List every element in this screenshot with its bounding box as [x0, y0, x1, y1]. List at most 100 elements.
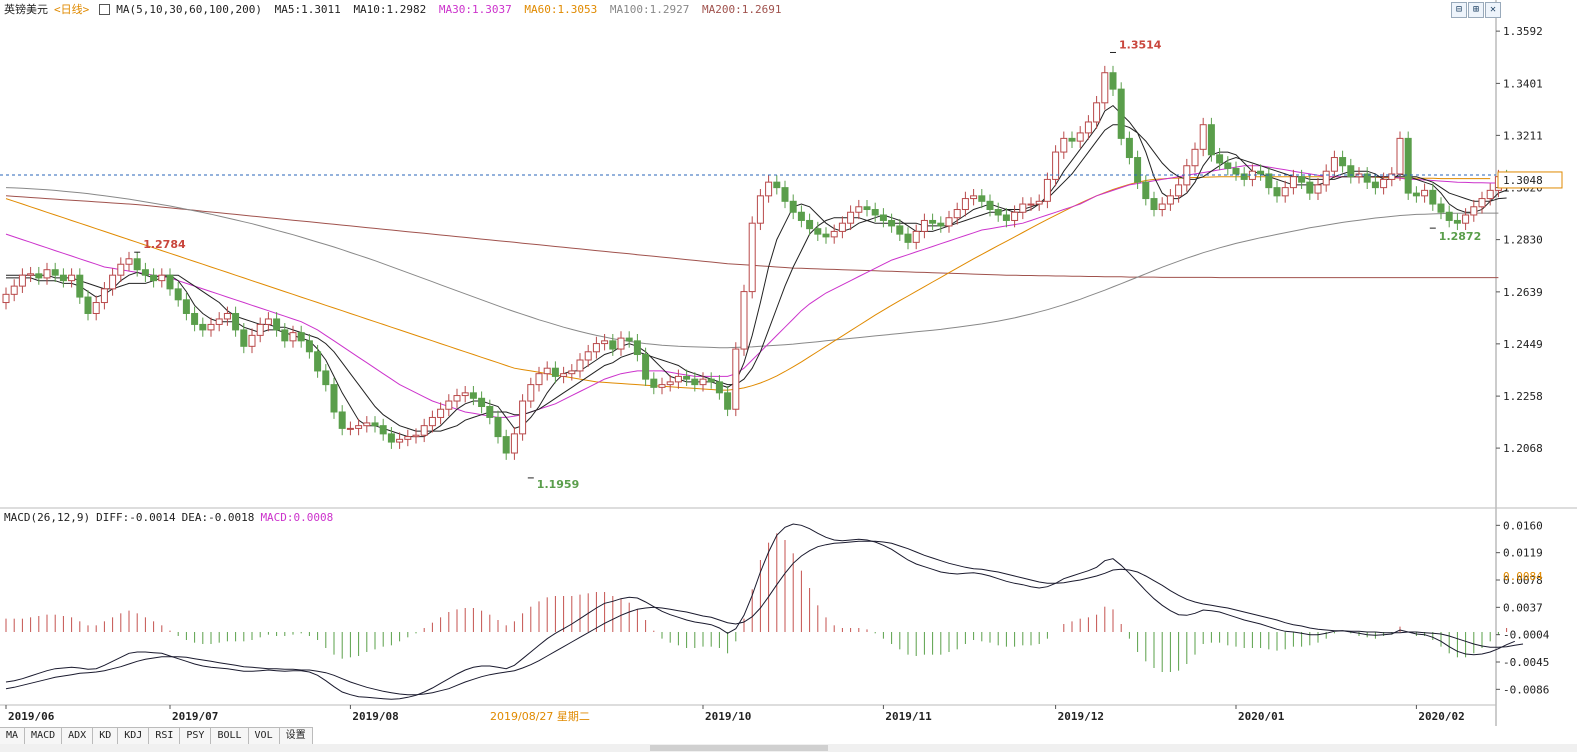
candle-body	[1035, 200, 1043, 205]
candle-body	[519, 400, 527, 435]
candle-body	[355, 425, 363, 429]
candle-body	[1478, 198, 1486, 208]
tab-kdj[interactable]: KDJ	[118, 728, 150, 744]
candle-body	[215, 318, 223, 325]
candle-body	[1339, 157, 1347, 167]
period-label[interactable]: <日线>	[54, 3, 90, 16]
candle-body	[551, 367, 559, 377]
candle-body	[1388, 173, 1396, 180]
candle-body	[814, 228, 822, 235]
candle-body	[707, 378, 715, 383]
tab-macd[interactable]: MACD	[25, 728, 63, 744]
candle-body	[904, 233, 912, 243]
candle-body	[2, 293, 10, 304]
candle-body	[953, 209, 961, 219]
minimize-pane-button[interactable]: ⊟	[1451, 2, 1467, 18]
candle-body	[248, 334, 256, 347]
candle-body	[346, 427, 354, 430]
candle-body	[1084, 121, 1092, 134]
candle-body	[1166, 195, 1174, 205]
extreme-label: 1.1959	[537, 478, 579, 491]
candle-body	[1289, 176, 1297, 189]
candle-body	[1134, 157, 1142, 183]
candle-body	[1199, 124, 1207, 150]
candle-body	[166, 274, 174, 290]
candle-body	[855, 206, 863, 213]
close-pane-button[interactable]: ✕	[1485, 2, 1501, 18]
candle-body	[478, 397, 486, 408]
candle-body	[68, 274, 76, 282]
scrollbar-thumb[interactable]	[650, 745, 828, 751]
candle-body	[428, 416, 436, 427]
candle-body	[322, 370, 330, 386]
candle-body	[592, 343, 600, 353]
instrument-title: 英镑美元	[4, 4, 48, 16]
tab-rsi[interactable]: RSI	[149, 728, 181, 744]
candle-body	[1371, 181, 1379, 189]
ma100-line	[5, 187, 1499, 349]
candle-body	[871, 209, 879, 216]
candle-body	[191, 312, 199, 325]
candle-body	[650, 378, 658, 388]
candle-body	[1445, 211, 1453, 221]
macd-diff: DIFF:-0.0014	[96, 511, 176, 524]
candle-body	[338, 411, 346, 429]
ma-settings-icon[interactable]	[99, 3, 111, 15]
indicator-tabs: MA MACD ADX KD KDJ RSI PSY BOLL VOL 设置	[0, 727, 313, 744]
moving-average-lines	[5, 104, 1507, 438]
candle-body	[756, 195, 764, 224]
candle-body	[1216, 154, 1224, 164]
candle-body	[273, 318, 281, 331]
macd-histogram	[5, 533, 1508, 672]
candle-body	[912, 230, 920, 243]
current-price-box	[1497, 171, 1563, 189]
ma60-line	[5, 176, 1491, 391]
candle-body	[158, 274, 166, 282]
extreme-label: 1.3514	[1119, 38, 1162, 51]
date-label: 2019/08	[352, 710, 398, 723]
tab-boll[interactable]: BOLL	[211, 728, 249, 744]
candle-body	[937, 222, 945, 227]
candle-body	[1191, 148, 1199, 167]
candle-body	[1298, 176, 1306, 183]
candle-body	[1076, 132, 1084, 142]
tab-adx[interactable]: ADX	[62, 728, 94, 744]
candle-body	[1224, 162, 1232, 169]
macd-params: MACD(26,12,9)	[4, 511, 91, 524]
candle-body	[847, 211, 855, 224]
ma100-value: MA100:1.2927	[609, 3, 690, 16]
candle-body	[379, 425, 387, 435]
candle-body	[576, 359, 584, 372]
candle-body	[404, 436, 412, 440]
ma10-line	[6, 124, 1507, 432]
candle-body	[281, 329, 289, 342]
ma5-line	[6, 104, 1507, 438]
candle-body	[1396, 137, 1404, 175]
candle-body	[1060, 137, 1068, 153]
candle-body	[363, 422, 371, 427]
maximize-pane-button[interactable]: ⊞	[1468, 2, 1484, 18]
candle-body	[1027, 203, 1035, 206]
candle-body	[264, 318, 272, 325]
tab-ma[interactable]: MA	[0, 728, 26, 744]
candle-body	[10, 285, 18, 295]
candle-body	[1404, 137, 1412, 194]
candle-body	[863, 206, 871, 211]
candle-body	[691, 378, 699, 386]
tab-psy[interactable]: PSY	[180, 728, 212, 744]
candle-body	[420, 425, 428, 436]
candle-body	[207, 323, 215, 331]
candle-body	[1158, 203, 1166, 211]
candle-body	[453, 395, 461, 402]
candle-body	[543, 367, 551, 375]
current-macd-label: 0.0084	[1503, 570, 1543, 583]
tab-settings[interactable]: 设置	[279, 728, 313, 744]
tab-kd[interactable]: KD	[93, 728, 119, 744]
candle-body	[502, 436, 510, 454]
candle-body	[125, 258, 133, 265]
candle-body	[715, 381, 723, 394]
candle-body	[1273, 187, 1281, 197]
tab-vol[interactable]: VOL	[248, 728, 280, 744]
candle-body	[666, 381, 674, 386]
candle-body	[625, 337, 633, 342]
